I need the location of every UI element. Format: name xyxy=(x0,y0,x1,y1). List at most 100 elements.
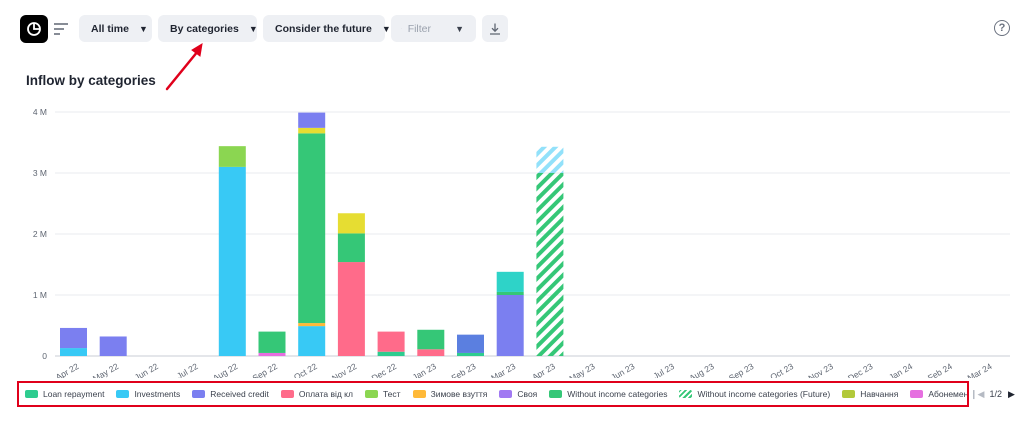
y-tick-label: 2 M xyxy=(33,229,47,239)
download-icon xyxy=(490,23,500,35)
legend-label: Своя xyxy=(517,389,538,399)
filter-button-label: Filter xyxy=(407,22,432,35)
app-logo-button[interactable] xyxy=(20,15,48,43)
future-dropdown-label: Consider the future xyxy=(275,22,372,35)
x-tick-label: Jul 23 xyxy=(651,361,676,378)
bar-segment xyxy=(496,291,524,295)
period-dropdown-label: All time xyxy=(91,22,129,35)
caret-down-icon: ▼ xyxy=(248,23,258,34)
legend-label: Навчання xyxy=(860,389,899,399)
legend-item[interactable]: Оплата від кл xyxy=(280,389,353,399)
bar-segment xyxy=(218,146,246,167)
legend-label: Тест xyxy=(382,389,401,399)
y-tick-label: 4 M xyxy=(33,107,47,117)
x-tick-label: Feb 24 xyxy=(926,361,954,378)
period-dropdown[interactable]: All time ▼ xyxy=(79,15,152,42)
bar-segment xyxy=(536,146,564,173)
legend-swatch xyxy=(910,390,924,398)
bar-segment xyxy=(457,334,484,353)
legend-page-label: 1/2 xyxy=(989,389,1002,399)
bar-segment xyxy=(258,352,286,356)
y-tick-label: 3 M xyxy=(33,168,47,178)
toolbar: All time ▼ By categories ▼ Consider the … xyxy=(20,14,1010,44)
legend-label: Without income categories xyxy=(567,389,668,399)
legend-swatch xyxy=(549,390,563,398)
bar-segment xyxy=(298,326,326,356)
x-tick-label: Jan 23 xyxy=(411,361,438,378)
legend-item[interactable]: Without income categories xyxy=(549,389,667,399)
legend-item[interactable]: Абонемент xyxy=(910,389,969,399)
y-tick-label: 0 xyxy=(42,351,47,361)
x-tick-label: Sep 23 xyxy=(727,361,756,378)
x-tick-label: May 23 xyxy=(567,361,596,378)
legend-swatch xyxy=(679,390,693,398)
x-tick-label: Mar 23 xyxy=(489,361,517,378)
legend-prev-button[interactable]: ❙◀ xyxy=(970,388,985,399)
grouping-dropdown-label: By categories xyxy=(170,22,239,35)
legend-swatch xyxy=(364,390,378,398)
bar-segment xyxy=(337,213,365,234)
caret-down-icon: ▼ xyxy=(381,23,391,34)
legend-label: Абонемент xyxy=(928,389,969,399)
legend-swatch xyxy=(25,390,38,398)
legend-label: Investments xyxy=(134,389,181,399)
annotation-arrow xyxy=(165,43,203,91)
legend-label: Оплата від кл xyxy=(298,389,353,399)
legend-items: Loan repayment Investments Received credit… xyxy=(19,383,967,405)
x-tick-label: Apr 22 xyxy=(54,361,81,378)
help-icon[interactable]: ? xyxy=(994,20,1010,36)
pie-chart-icon xyxy=(27,22,41,36)
x-tick-label: Jan 24 xyxy=(887,361,914,378)
x-tick-label: Nov 22 xyxy=(330,361,359,378)
legend-swatch xyxy=(499,390,513,398)
legend-swatch xyxy=(842,390,856,398)
legend-item[interactable]: Своя xyxy=(499,389,537,399)
legend-label: Without income categories (Future) xyxy=(697,389,831,399)
bar-segment xyxy=(298,133,326,324)
legend-item[interactable]: Investments xyxy=(116,389,180,399)
bar-segment xyxy=(496,295,524,356)
sort-lines-icon[interactable] xyxy=(52,20,70,38)
y-tick-label: 1 M xyxy=(33,290,47,300)
legend-item[interactable]: Received credit xyxy=(192,389,269,399)
legend-item[interactable]: Loan repayment xyxy=(25,389,104,399)
bar-segment xyxy=(99,336,127,356)
bar-segment xyxy=(60,348,87,356)
legend-label: Received credit xyxy=(210,389,269,399)
bar-segment xyxy=(417,349,445,356)
grouping-dropdown[interactable]: By categories ▼ xyxy=(158,15,258,42)
x-tick-label: Feb 23 xyxy=(450,361,478,378)
x-tick-label: Oct 23 xyxy=(768,361,795,378)
x-tick-label: Sep 22 xyxy=(251,361,280,378)
bar-segment xyxy=(417,329,445,350)
legend-item[interactable]: Зимове взуття xyxy=(412,389,487,399)
x-tick-label: Dec 23 xyxy=(846,361,875,378)
filter-button[interactable]: Filter ▼ xyxy=(391,15,476,42)
bar-segment xyxy=(457,352,484,356)
bar-segment xyxy=(536,173,564,356)
x-tick-label: Aug 23 xyxy=(687,361,716,378)
bar-segment xyxy=(377,351,405,356)
x-tick-label: May 22 xyxy=(91,361,120,378)
x-tick-label: Dec 22 xyxy=(370,361,399,378)
legend-swatch xyxy=(192,390,206,398)
legend-swatch xyxy=(412,390,426,398)
download-button[interactable] xyxy=(482,15,508,42)
bar-segment xyxy=(377,331,405,352)
legend-item[interactable]: Навчання xyxy=(842,389,898,399)
legend-next-button[interactable]: ▶ xyxy=(1007,388,1015,399)
legend-label: Loan repayment xyxy=(43,389,105,399)
chart-legend: Loan repayment Investments Received credit… xyxy=(17,381,969,407)
future-dropdown[interactable]: Consider the future ▼ xyxy=(263,15,391,42)
caret-down-icon[interactable]: ▼ xyxy=(455,23,464,34)
bar-segment xyxy=(218,166,246,356)
legend-item[interactable]: Тест xyxy=(364,389,401,399)
x-tick-label: Jul 22 xyxy=(175,361,200,378)
legend-item[interactable]: Without income categories (Future) xyxy=(679,389,830,399)
bar-segment xyxy=(298,127,326,134)
x-tick-label: Apr 23 xyxy=(530,361,557,378)
bar-segment xyxy=(258,331,286,353)
caret-down-icon: ▼ xyxy=(138,23,148,34)
bar-segment xyxy=(298,112,326,128)
inflow-bar-chart: 0 1 M 2 M 3 M 4 M Apr 22 May 22 Jun 22 Jul 22 Aug… xyxy=(33,107,1010,378)
